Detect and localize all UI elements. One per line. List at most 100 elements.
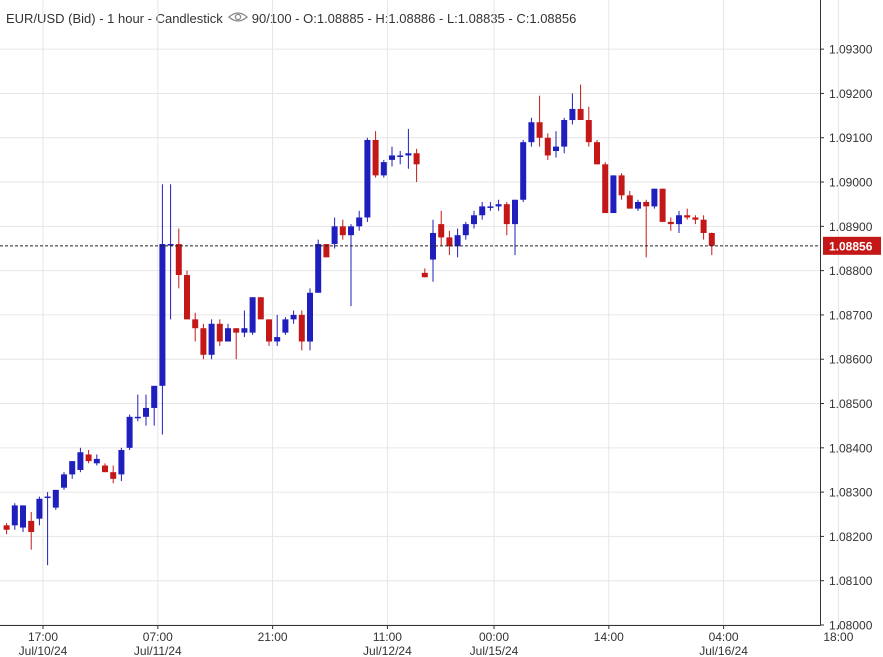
candle-body-down[interactable] <box>110 472 117 479</box>
candle-body-up[interactable] <box>331 226 338 245</box>
candle-body-down[interactable] <box>708 232 715 246</box>
candle-body-up[interactable] <box>69 461 76 475</box>
y-tick-label: 1.09300 <box>829 43 873 57</box>
candle-body-up[interactable] <box>462 224 469 236</box>
legend-sep: - <box>291 10 304 26</box>
candle-body-up[interactable] <box>307 292 313 342</box>
candle-body-up[interactable] <box>610 175 617 214</box>
candle-body-down[interactable] <box>626 195 633 209</box>
candle-body-down[interactable] <box>216 323 223 342</box>
candle-body-down[interactable] <box>692 217 699 220</box>
candles[interactable] <box>3 84 715 566</box>
candle-body-up[interactable] <box>405 153 412 156</box>
candle-body-up[interactable] <box>348 226 354 236</box>
x-tick-date-label: Jul/12/24 <box>363 644 412 657</box>
candle-body-up[interactable] <box>118 450 125 475</box>
y-tick-label: 1.08600 <box>829 353 873 367</box>
candle-body-up[interactable] <box>249 297 256 333</box>
candle-body-down[interactable] <box>257 297 264 320</box>
candle-body-up[interactable] <box>389 155 395 160</box>
candle-body-up[interactable] <box>44 496 51 499</box>
candle-body-down[interactable] <box>577 108 584 121</box>
candle-body-up[interactable] <box>520 142 527 200</box>
legend-style[interactable]: Candlestick <box>155 10 223 26</box>
candle-body-up[interactable] <box>20 505 26 528</box>
candle-body-up[interactable] <box>36 498 43 519</box>
candle-body-up[interactable] <box>61 474 67 488</box>
candle-body-up[interactable] <box>225 328 231 342</box>
y-tick-label: 1.09200 <box>829 87 873 101</box>
candle-body-down[interactable] <box>618 175 625 196</box>
candle-body-down[interactable] <box>266 319 272 342</box>
candle-body-up[interactable] <box>561 120 568 147</box>
candle-body-down[interactable] <box>298 314 305 342</box>
candle-body-up[interactable] <box>290 314 297 320</box>
candle-body-up[interactable] <box>495 204 502 207</box>
legend-interval[interactable]: 1 hour <box>107 10 145 26</box>
candle-body-down[interactable] <box>594 142 600 165</box>
candle-body-down[interactable] <box>643 201 650 207</box>
candle-body-down[interactable] <box>184 275 190 320</box>
candle-body-up[interactable] <box>553 146 559 152</box>
candle-body-up[interactable] <box>274 337 281 342</box>
candle-body-down[interactable] <box>3 525 10 530</box>
candle-body-down[interactable] <box>372 139 379 176</box>
candle-body-up[interactable] <box>11 505 18 526</box>
legend-open: O:1.08885 <box>303 10 364 26</box>
candle-body-down[interactable] <box>175 244 182 276</box>
eye-icon[interactable] <box>227 11 248 26</box>
candle-body-down[interactable] <box>700 219 707 233</box>
candle-body-down[interactable] <box>438 224 445 238</box>
candle-body-down[interactable] <box>192 319 199 329</box>
candle-body-up[interactable] <box>380 162 387 176</box>
candle-body-up[interactable] <box>315 244 322 293</box>
candle-body-up[interactable] <box>159 244 166 386</box>
candle-body-up[interactable] <box>134 416 141 419</box>
candle-body-up[interactable] <box>454 235 461 247</box>
legend-symbol[interactable]: EUR/USD (Bid) <box>6 10 96 26</box>
candle-body-up[interactable] <box>282 319 289 333</box>
candle-body-down[interactable] <box>28 520 35 532</box>
candle-body-down[interactable] <box>446 237 453 247</box>
candle-body-down[interactable] <box>323 244 330 258</box>
candle-body-up[interactable] <box>479 206 486 216</box>
y-tick-label: 1.08900 <box>829 220 873 234</box>
candle-body-down[interactable] <box>421 272 428 278</box>
candle-body-down[interactable] <box>233 328 240 333</box>
candle-body-up[interactable] <box>635 201 641 209</box>
candle-body-down[interactable] <box>102 465 108 473</box>
candle-body-down[interactable] <box>85 454 92 462</box>
candle-body-up[interactable] <box>143 407 149 417</box>
candle-body-down[interactable] <box>585 120 592 143</box>
candle-body-up[interactable] <box>528 122 535 143</box>
candle-body-up[interactable] <box>52 489 59 508</box>
candle-body-up[interactable] <box>167 244 174 246</box>
candle-body-up[interactable] <box>487 206 494 208</box>
candle-body-down[interactable] <box>659 188 666 222</box>
candle-body-down[interactable] <box>339 226 346 236</box>
candle-body-down[interactable] <box>503 204 510 225</box>
candle-body-up[interactable] <box>208 323 215 355</box>
candle-body-down[interactable] <box>200 328 207 355</box>
candle-body-down[interactable] <box>536 122 543 138</box>
candle-body-up[interactable] <box>241 328 248 333</box>
candle-body-down[interactable] <box>544 137 551 156</box>
candle-body-down[interactable] <box>602 164 609 214</box>
candle-body-up[interactable] <box>77 452 84 470</box>
legend-sep: - <box>144 10 156 26</box>
candle-body-up[interactable] <box>364 139 371 218</box>
candle-body-up[interactable] <box>512 199 518 225</box>
candle-body-up[interactable] <box>93 458 100 464</box>
candle-body-up[interactable] <box>651 188 658 207</box>
candle-body-down[interactable] <box>667 221 674 225</box>
candle-body-down[interactable] <box>413 153 420 165</box>
candle-body-up[interactable] <box>356 217 363 227</box>
candle-body-up[interactable] <box>397 155 404 157</box>
candle-body-up[interactable] <box>151 385 158 408</box>
candle-body-up[interactable] <box>676 215 682 225</box>
candle-body-up[interactable] <box>126 416 133 448</box>
candle-body-up[interactable] <box>569 108 576 121</box>
candle-body-down[interactable] <box>684 215 691 218</box>
candle-body-up[interactable] <box>471 215 477 225</box>
